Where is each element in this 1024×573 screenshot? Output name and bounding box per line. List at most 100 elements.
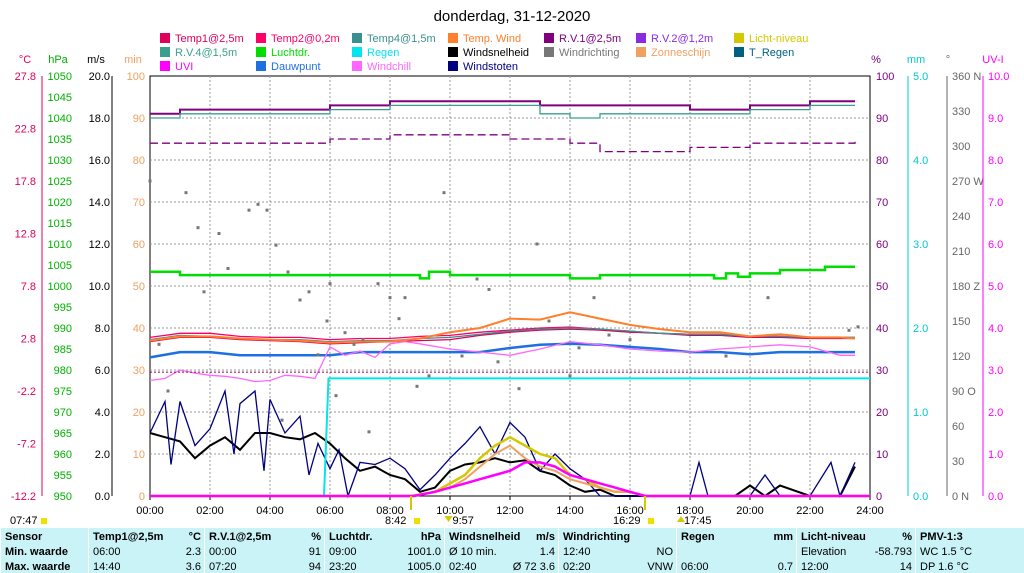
wind-direction-point [847,328,851,332]
wind-direction-point [256,202,260,206]
axis-tick-deg: 360 N [952,71,981,83]
axis-tick-hpa: 960 [54,449,72,461]
axis-tick-uvi: 9.0 [988,113,1003,125]
time-tick-label: 20:00 [736,505,764,517]
axis-tick-mm: 2.0 [913,323,928,335]
table-cell-label: 23:20 [329,561,357,573]
legend-label: Temp1@2,5m [175,33,244,45]
wind-direction-point [334,394,338,398]
table-cell-value: 2.3 [185,546,201,558]
axis-unit-ms: m/s [87,54,105,66]
axis-tick-pct: 20 [876,407,888,419]
table-cell-value: m/s [536,531,555,543]
axis-tick-min: 100 [127,71,145,83]
table-cell: PMV-1:3 [920,530,1021,545]
series-line [149,340,855,383]
series-line [149,342,855,359]
table-cell-value: °C [188,531,201,543]
table-cell: 00:00 91 [209,545,321,560]
wind-direction-point [280,418,284,422]
table-cell-value: mm [773,531,793,543]
table-cell: DP 1.6 °C [920,560,1021,573]
axis-tick-uvi: 8.0 [988,155,1003,167]
axis-tick-min: 0 [139,491,145,503]
axis-tick-celsius: -2.2 [17,386,36,398]
table-column: Windrichting 12:40 NO 02:20 VNW [558,528,677,573]
axis-tick-min: 50 [133,281,145,293]
time-tick-label: 12:00 [496,505,524,517]
table-cell-label: 02:40 [449,561,477,573]
wind-direction-point [577,346,581,350]
legend-label: Windsnelheid [463,47,529,59]
table-cell: 06:00 2.3 [93,545,201,560]
series-line [150,100,855,115]
table-cell-label: Sensor [5,531,43,543]
wind-direction-point [217,232,221,235]
wind-direction-point [274,243,278,247]
axis-tick-ms: 10.0 [89,281,110,293]
axis-tick-hpa: 990 [54,323,72,335]
table-cell-value: Ø 72 3.6 [512,561,555,573]
axis-tick-celsius: 2.8 [21,334,36,346]
legend-label: Windchill [367,61,411,73]
table-cell: Elevation -58.793 [801,545,912,560]
wind-direction-point [148,179,152,183]
time-tick-label: 22:00 [796,505,824,517]
axis-tick-deg: 120 [952,351,970,363]
axis-tick-uvi: 3.0 [988,365,1003,377]
wind-direction-point [343,331,347,335]
wind-direction-point [766,296,770,300]
axis-tick-hpa: 985 [54,344,72,356]
axis-tick-uvi: 10.0 [988,71,1009,83]
axis-tick-deg: 90 O [952,386,976,398]
wind-direction-point [475,277,479,281]
axis-tick-deg: 30 [952,456,964,468]
wind-direction-point [247,208,251,212]
sunrise-icon [414,518,420,524]
axis-tick-pct: 80 [876,155,888,167]
wind-direction-point [388,296,392,300]
chart-series [148,100,870,499]
table-cell: 12:00 14 [801,560,912,573]
time-tick-label: 02:00 [196,505,224,517]
time-tick-label: 04:00 [256,505,284,517]
axis-tick-pct: 70 [876,197,888,209]
axis-tick-deg: 0 N [952,491,969,503]
table-column: R.V.1@2,5m% 00:00 91 07:20 94 [204,528,325,573]
axis-tick-celsius: -7.2 [17,439,36,451]
sunrise-time: 8:42 [385,515,406,527]
axis-unit-mm: mm [907,54,925,66]
table-cell-label: 09:00 [329,546,357,558]
axis-tick-mm: 0.0 [913,491,928,503]
time-tick-label: 06:00 [316,505,344,517]
legend-label: R.V.1@2,5m [559,33,621,45]
wind-direction-point [298,298,302,302]
table-cell-value: VNW [647,561,673,573]
table-cell-label: 07:20 [209,561,237,573]
series-line [150,461,870,498]
table-cell: Licht-niveau% [801,530,912,545]
wind-direction-point [724,354,728,358]
axis-tick-hpa: 1005 [48,260,72,272]
table-cell-label: DP 1.6 °C [920,561,969,573]
table-cell-value: 1001.0 [407,546,441,558]
wind-direction-point [307,290,311,294]
weather-chart: donderdag, 31-12-2020 Temp1@2,5m Temp2@0,… [10,8,1009,527]
time-tick-label: 10:00 [436,505,464,517]
time-tick-label: 14:00 [556,505,584,517]
axis-tick-hpa: 995 [54,302,72,314]
axis-tick-deg: 210 [952,246,970,258]
axis-unit-hpa: hPa [48,54,68,66]
legend-swatch [448,61,458,71]
wind-direction-point [325,319,329,323]
legend-label: Dauwpunt [271,61,321,73]
legend-swatch [734,33,744,43]
legend-swatch [448,47,458,57]
axis-tick-celsius: 17.8 [15,176,36,188]
legend-swatch [160,47,170,57]
axis-tick-hpa: 1015 [48,218,72,230]
wind-direction-point [415,384,419,388]
table-cell-label: Windsnelheid [449,531,521,543]
axis-tick-hpa: 965 [54,428,72,440]
table-column: Regen mm 06:00 0.7 [676,528,797,573]
